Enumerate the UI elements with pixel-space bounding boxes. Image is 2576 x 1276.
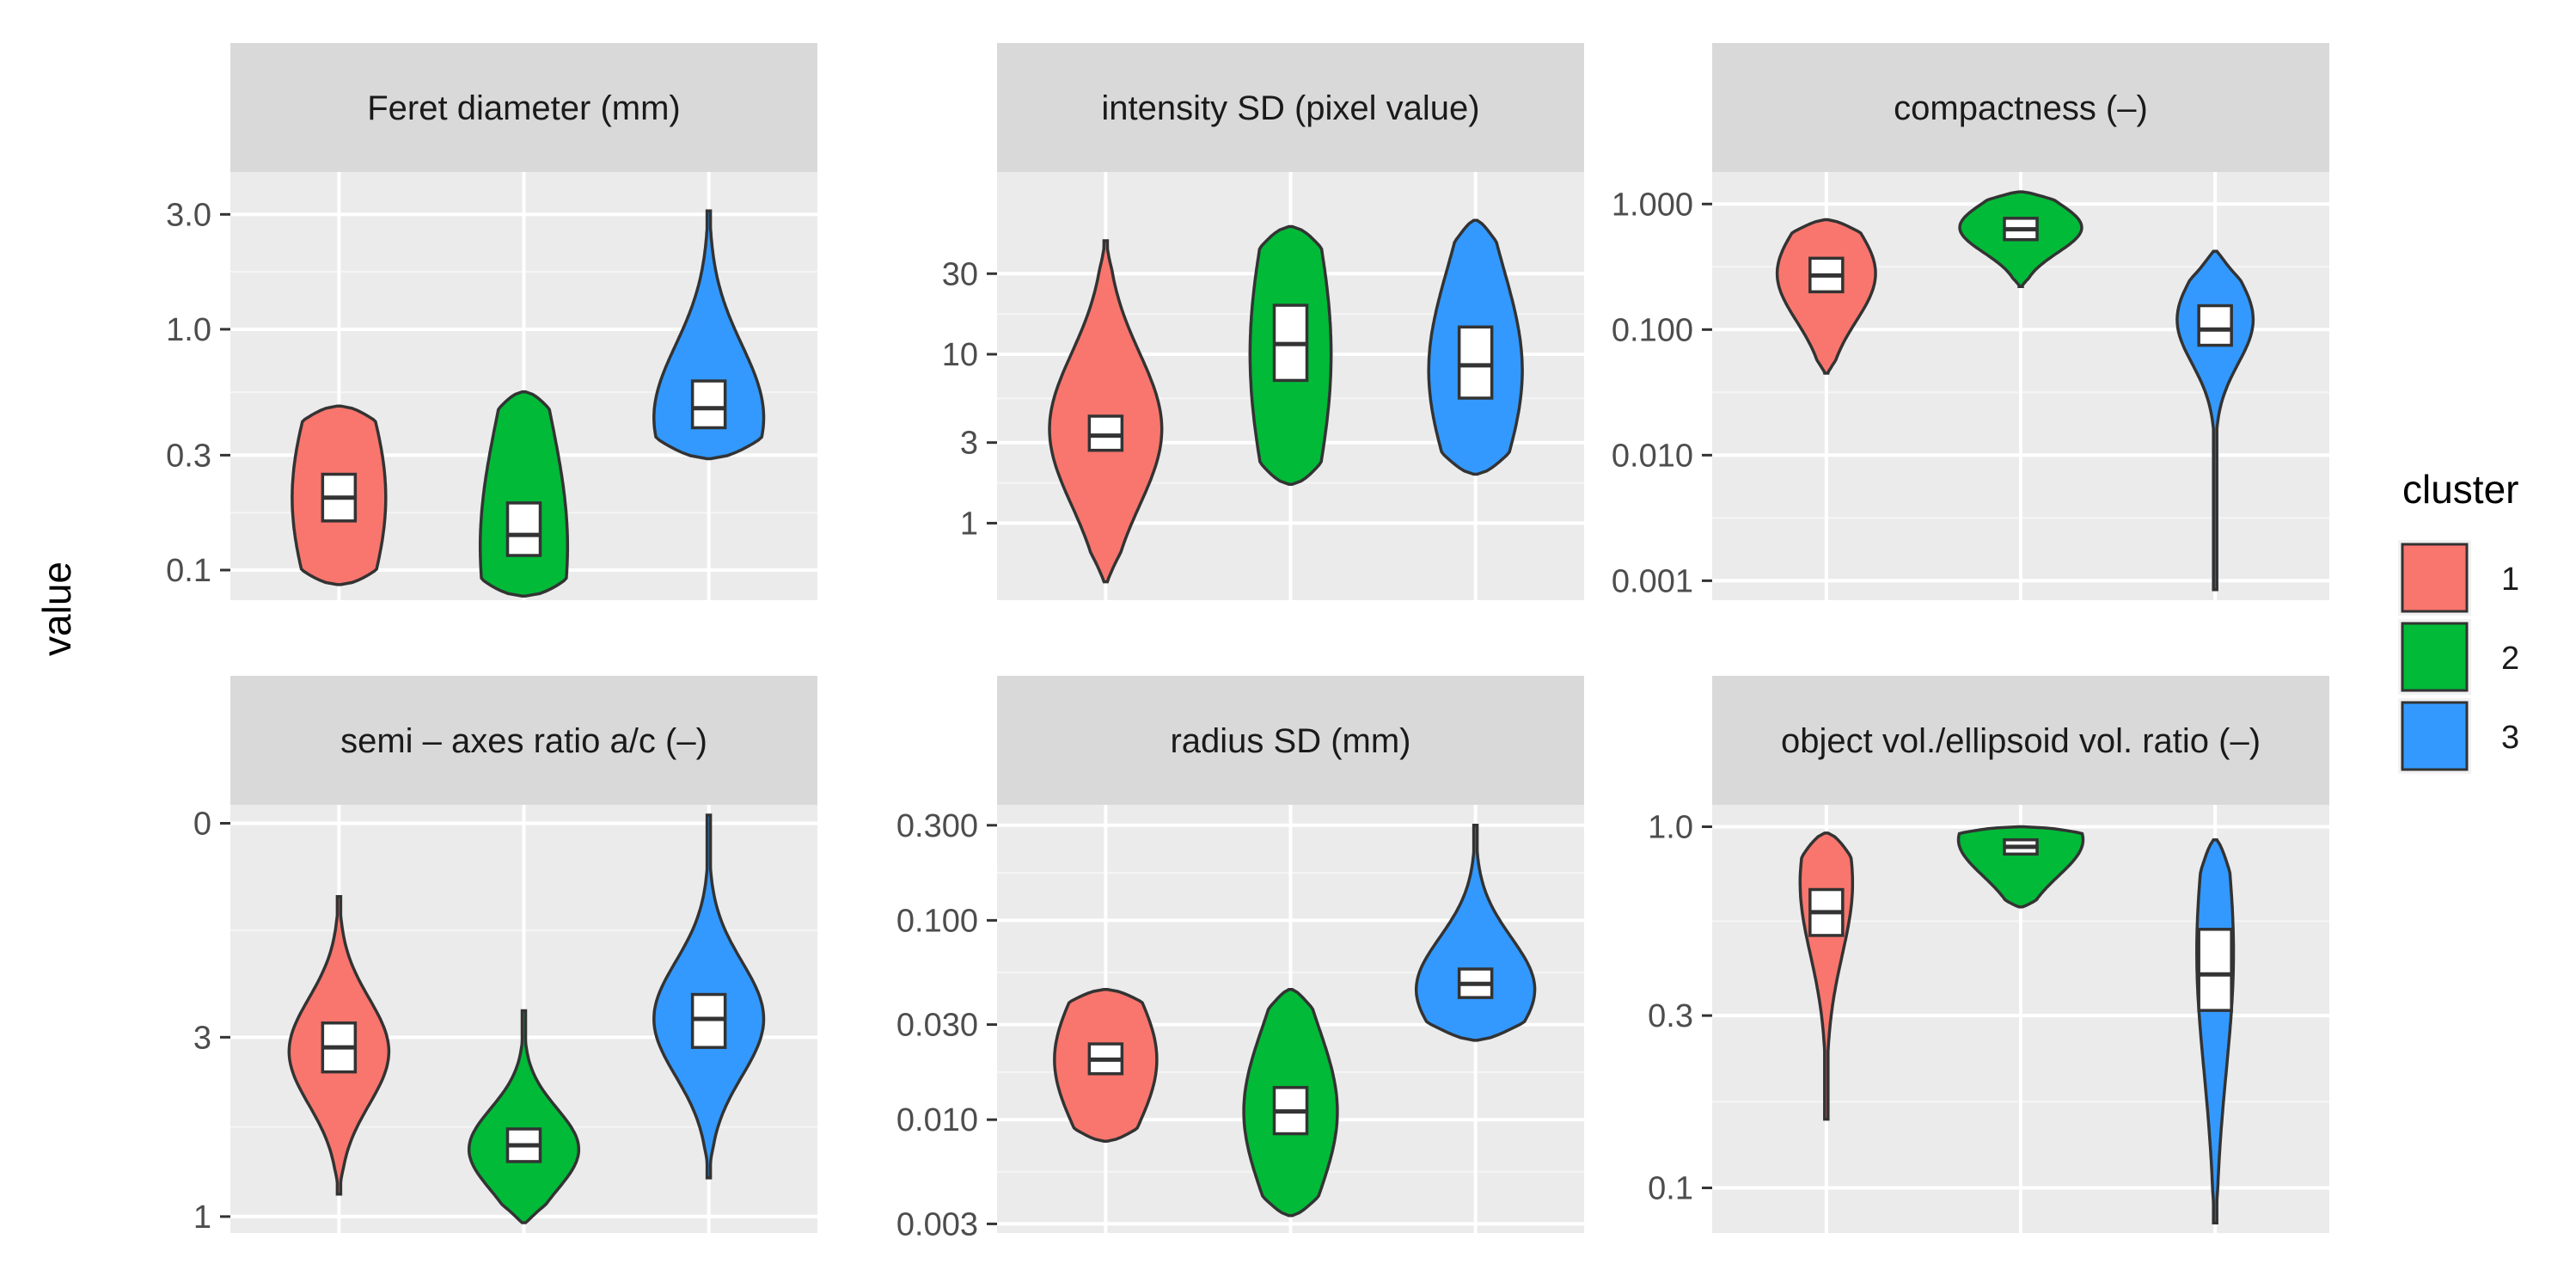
violin-cluster-3 [1414, 824, 1537, 1042]
y-tick-label: 0.3 [166, 438, 211, 474]
legend-item-2: 2 [2398, 619, 2519, 695]
violin-cluster-1 [291, 404, 388, 586]
legend: cluster 1 2 3 [2398, 467, 2519, 774]
y-tick-label: 0.1 [166, 553, 211, 589]
y-tick-label: 0 [193, 806, 211, 842]
box-iqr [1087, 414, 1124, 452]
y-tick-label: 0.003 [896, 1206, 978, 1242]
violin-cluster-2 [467, 1009, 581, 1224]
legend-items: 1 2 3 [2398, 540, 2519, 774]
facet-panel: compactness (–) 1.000 0.100 0.010 0.001 [1612, 43, 2329, 600]
legend-label: 1 [2501, 561, 2519, 598]
violin-cluster-2 [1956, 825, 2085, 909]
violin-cluster-1 [1775, 218, 1877, 375]
y-tick-label: 0.001 [1612, 563, 1693, 599]
y-tick-label: 0.100 [1612, 312, 1693, 348]
facet-strip [997, 676, 1584, 805]
box-iqr [2197, 304, 2233, 347]
facet-panel: radius SD (mm) 0.300 0.100 0.030 0.010 0.003 [896, 676, 1584, 1242]
y-tick-label: 3.0 [166, 197, 211, 233]
box-iqr [690, 379, 727, 430]
y-tick-label: 0.030 [896, 1008, 978, 1044]
y-tick-label: 0.010 [1612, 438, 1693, 474]
box-iqr [505, 501, 542, 557]
y-tick-label: 3 [193, 1020, 211, 1056]
violin-cluster-2 [1958, 190, 2083, 289]
box-iqr [1457, 325, 1494, 400]
facet-title: object vol./ellipsoid vol. ratio (–) [1781, 722, 2261, 760]
box-iqr [2197, 928, 2233, 1012]
facet-panel: object vol./ellipsoid vol. ratio (–) 1.0 0… [1648, 676, 2329, 1233]
violin-cluster-3 [1427, 218, 1524, 476]
facet-title: semi – axes ratio a/c (–) [340, 722, 707, 760]
legend-title: cluster [2402, 467, 2518, 512]
facet-title: compactness (–) [1894, 89, 2148, 127]
violin-cluster-3 [652, 813, 766, 1180]
legend-swatch [2401, 543, 2469, 613]
y-tick-label: 10 [942, 337, 978, 373]
facet-title: intensity SD (pixel value) [1101, 89, 1479, 127]
y-tick-label: 1.0 [166, 312, 211, 348]
violin-body [1414, 824, 1537, 1042]
y-tick-label: 1 [193, 1199, 211, 1236]
y-tick-label: 1 [960, 506, 978, 542]
y-tick-label: 0.010 [896, 1102, 978, 1138]
facet-title: Feret diameter (mm) [367, 89, 681, 127]
violin-cluster-2 [1242, 988, 1339, 1218]
violin-body [652, 209, 766, 461]
facet-panel: Feret diameter (mm) 3.0 1.0 0.3 0.1 [166, 43, 817, 600]
violin-body [1775, 218, 1877, 375]
violin-cluster-1 [287, 895, 391, 1196]
legend-item-3: 3 [2398, 698, 2519, 774]
facet-title: radius SD (mm) [1170, 722, 1410, 760]
legend-label: 2 [2501, 641, 2519, 677]
legend-swatch [2401, 622, 2469, 692]
violin-cluster-2 [1248, 224, 1333, 486]
violin-body [478, 390, 570, 598]
legend-label: 3 [2501, 720, 2519, 756]
y-tick-label: 0.100 [896, 903, 978, 939]
facet-strip [230, 676, 817, 805]
y-tick-label: 0.1 [1648, 1171, 1693, 1207]
violin-cluster-2 [478, 390, 570, 598]
violin-cluster-1 [1798, 831, 1855, 1121]
legend-item-1: 1 [2398, 540, 2519, 616]
facet-strip [997, 43, 1584, 172]
violin-body [1956, 825, 2085, 909]
y-tick-label: 1.0 [1648, 809, 1693, 845]
facet-panel: semi – axes ratio a/c (–) 0 3 1 [193, 676, 817, 1236]
violin-cluster-1 [1048, 239, 1164, 584]
violin-body [467, 1009, 581, 1224]
facet-panels: Feret diameter (mm) 3.0 1.0 0.3 0.1 intensity… [166, 43, 2329, 1242]
facet-strip [1712, 676, 2329, 805]
violin-cluster-3 [2195, 837, 2236, 1224]
legend-swatch [2401, 701, 2469, 771]
y-tick-label: 0.3 [1648, 998, 1693, 1034]
y-axis-label: value [34, 561, 79, 656]
y-tick-label: 3 [960, 426, 978, 462]
violin-body [2175, 249, 2255, 592]
facet-strip [1712, 43, 2329, 172]
violin-cluster-3 [2175, 249, 2255, 592]
violin-body [1048, 239, 1164, 584]
violin-cluster-3 [652, 209, 766, 461]
violin-cluster-1 [1053, 988, 1159, 1143]
y-tick-label: 30 [942, 256, 978, 292]
y-tick-label: 1.000 [1612, 187, 1693, 223]
facet-panel: intensity SD (pixel value) 30 10 3 1 [942, 43, 1584, 600]
y-tick-label: 0.300 [896, 808, 978, 844]
facet-strip [230, 43, 817, 172]
